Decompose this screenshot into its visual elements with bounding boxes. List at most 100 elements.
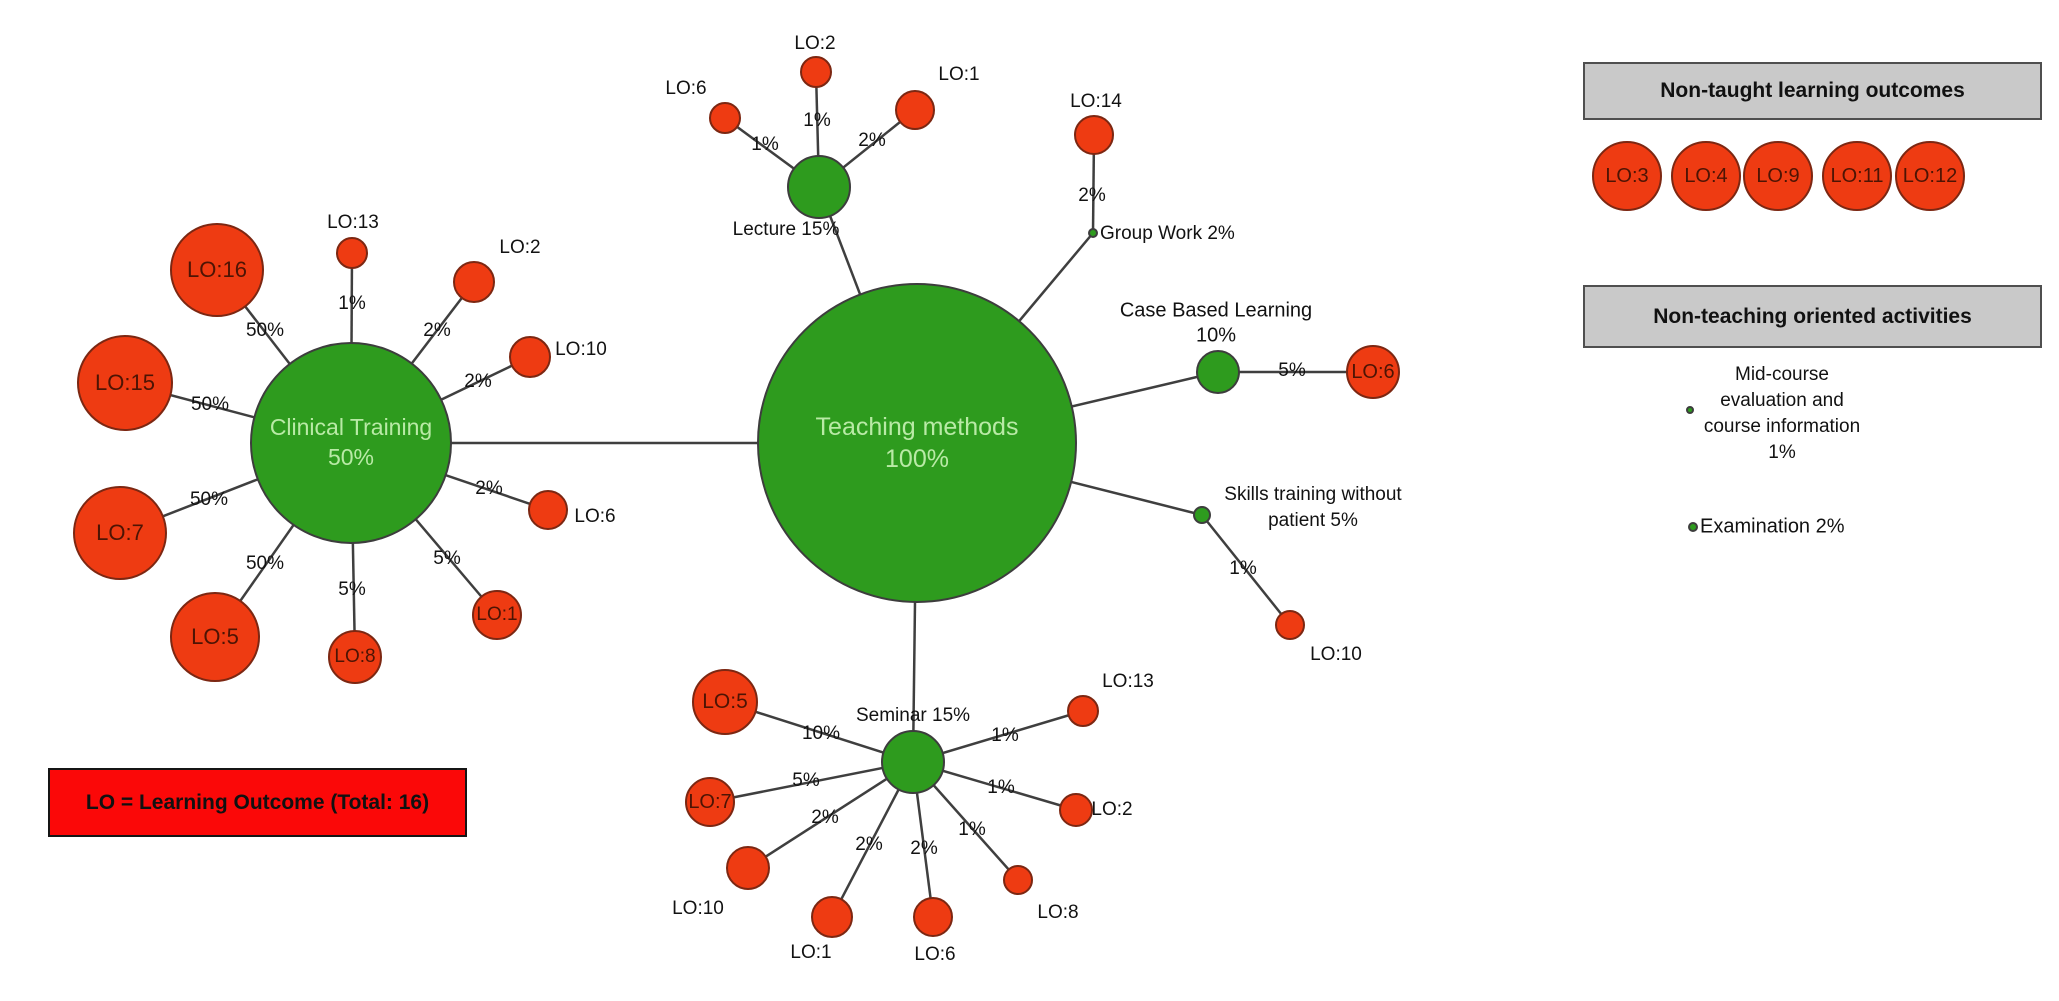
clinical-lo5-pct: 50%: [245, 553, 285, 574]
seminar-label: Seminar 15%: [855, 705, 971, 726]
node-nontaught-lo3: LO:3: [1592, 141, 1662, 211]
nontaught-lo4-label: LO:4: [1684, 164, 1728, 187]
lecture-lo2-label: LO:2: [794, 33, 836, 54]
non-teaching-title: Non-teaching oriented activities: [1653, 304, 1972, 328]
clinical-lo1-pct: 5%: [433, 548, 461, 569]
teaching-methods-label: Teaching methods 100%: [816, 411, 1019, 476]
clinical-lo10-pct: 2%: [464, 371, 492, 392]
node-seminar-lo13: [1067, 695, 1099, 727]
midcourse-line-1: Mid-course: [1735, 364, 1829, 385]
node-clinical-lo8: LO:8: [328, 630, 382, 684]
lo-legend-box: LO = Learning Outcome (Total: 16): [48, 768, 467, 837]
node-nontaught-lo9: LO:9: [1743, 141, 1813, 211]
clinical-lo2-pct: 2%: [423, 320, 451, 341]
casebased-lo6-pct: 5%: [1278, 360, 1306, 381]
seminar-lo10-label: LO:10: [672, 898, 724, 919]
node-clinical-lo16: LO:16: [170, 223, 264, 317]
seminar-lo13-label: LO:13: [1102, 671, 1154, 692]
clinical-lo1-label: LO:1: [476, 604, 518, 625]
seminar-lo13-pct: 1%: [991, 725, 1019, 746]
clinical-lo2-label: LO:2: [499, 237, 541, 258]
midcourse-line-3: course information: [1703, 416, 1861, 437]
seminar-lo7-pct: 5%: [792, 770, 820, 791]
clinical-lo16-pct: 50%: [245, 320, 285, 341]
seminar-lo1-label: LO:1: [790, 942, 832, 963]
node-skills-lo10: [1275, 610, 1305, 640]
teaching-methods-pct: 100%: [885, 445, 949, 473]
casebased-lo6-label: LO:6: [1351, 360, 1395, 383]
lecture-lo6-label: LO:6: [665, 78, 707, 99]
node-clinical-lo1: LO:1: [472, 590, 522, 640]
node-clinical-lo10: [509, 336, 551, 378]
node-seminar-lo2: [1059, 793, 1093, 827]
lecture-label: Lecture 15%: [732, 219, 840, 240]
seminar-lo5-pct: 10%: [801, 723, 841, 744]
nontaught-lo3-label: LO:3: [1605, 164, 1649, 187]
node-seminar-lo7: LO:7: [685, 777, 735, 827]
seminar-lo10-pct: 2%: [811, 807, 839, 828]
clinical-lo5-label: LO:5: [191, 624, 239, 649]
midcourse-line-2: evaluation and: [1720, 390, 1844, 411]
skills-training-label-line1: Skills training without: [1224, 484, 1402, 505]
node-seminar: [881, 730, 945, 794]
seminar-lo2-label: LO:2: [1091, 799, 1133, 820]
node-nontaught-lo4: LO:4: [1671, 141, 1741, 211]
node-clinical-lo5: LO:5: [170, 592, 260, 682]
clinical-lo8-pct: 5%: [338, 579, 366, 600]
skills-training-label-line2: patient 5%: [1268, 510, 1358, 531]
lecture-lo1-label: LO:1: [938, 64, 980, 85]
node-clinical-lo7: LO:7: [73, 486, 167, 580]
group-work-label: Group Work 2%: [1100, 223, 1235, 244]
examination-label: Examination 2%: [1700, 515, 1845, 538]
case-based-learning-title: Case Based Learning: [1119, 299, 1313, 322]
case-based-learning-pct: 10%: [1195, 324, 1237, 347]
midcourse-dot: [1686, 406, 1694, 414]
lo-legend-text: LO = Learning Outcome (Total: 16): [85, 790, 430, 814]
node-group-work: [1088, 228, 1098, 238]
node-clinical-lo15: LO:15: [77, 335, 173, 431]
node-clinical-lo2: [453, 261, 495, 303]
clinical-lo10-label: LO:10: [555, 339, 607, 360]
clinical-lo7-pct: 50%: [189, 489, 229, 510]
groupwork-lo14-label: LO:14: [1070, 91, 1122, 112]
node-nontaught-lo11: LO:11: [1822, 141, 1892, 211]
clinical-lo6-label: LO:6: [574, 506, 616, 527]
node-clinical-lo6: [528, 490, 568, 530]
node-seminar-lo6: [913, 897, 953, 937]
non-taught-title: Non-taught learning outcomes: [1660, 79, 1965, 102]
node-clinical-training: Clinical Training 50%: [250, 342, 452, 544]
teaching-methods-name: Teaching methods: [815, 412, 1019, 441]
node-teaching-methods: Teaching methods 100%: [757, 283, 1077, 603]
seminar-lo2-pct: 1%: [987, 777, 1015, 798]
seminar-lo8-label: LO:8: [1037, 902, 1079, 923]
node-lecture-lo2: [800, 56, 832, 88]
lecture-lo6-pct: 1%: [751, 134, 779, 155]
non-taught-panel-header: Non-taught learning outcomes: [1583, 62, 2042, 120]
nontaught-lo9-label: LO:9: [1756, 164, 1800, 187]
node-nontaught-lo12: LO:12: [1895, 141, 1965, 211]
nontaught-lo11-label: LO:11: [1830, 164, 1884, 187]
clinical-lo13-label: LO:13: [327, 212, 379, 233]
skills-lo10-pct: 1%: [1229, 558, 1257, 579]
node-casebased-lo6: LO:6: [1346, 345, 1400, 399]
examination-dot: [1688, 522, 1698, 532]
groupwork-lo14-pct: 2%: [1078, 185, 1106, 206]
clinical-lo15-pct: 50%: [190, 394, 230, 415]
lecture-lo1-pct: 2%: [858, 130, 886, 151]
seminar-lo5-label: LO:5: [702, 690, 748, 713]
clinical-lo6-pct: 2%: [475, 478, 503, 499]
clinical-training-label: Clinical Training 50%: [269, 414, 433, 470]
seminar-lo6-pct: 2%: [910, 838, 938, 859]
node-skills-training: [1193, 506, 1211, 524]
node-lecture: [787, 155, 851, 219]
seminar-lo6-label: LO:6: [914, 944, 956, 965]
node-seminar-lo1: [811, 896, 853, 938]
nontaught-lo12-label: LO:12: [1902, 164, 1958, 187]
node-seminar-lo8: [1003, 865, 1033, 895]
skills-lo10-label: LO:10: [1310, 644, 1362, 665]
lecture-lo2-pct: 1%: [803, 110, 831, 131]
seminar-lo1-pct: 2%: [855, 834, 883, 855]
clinical-lo16-label: LO:16: [187, 257, 247, 282]
node-lecture-lo6: [709, 102, 741, 134]
